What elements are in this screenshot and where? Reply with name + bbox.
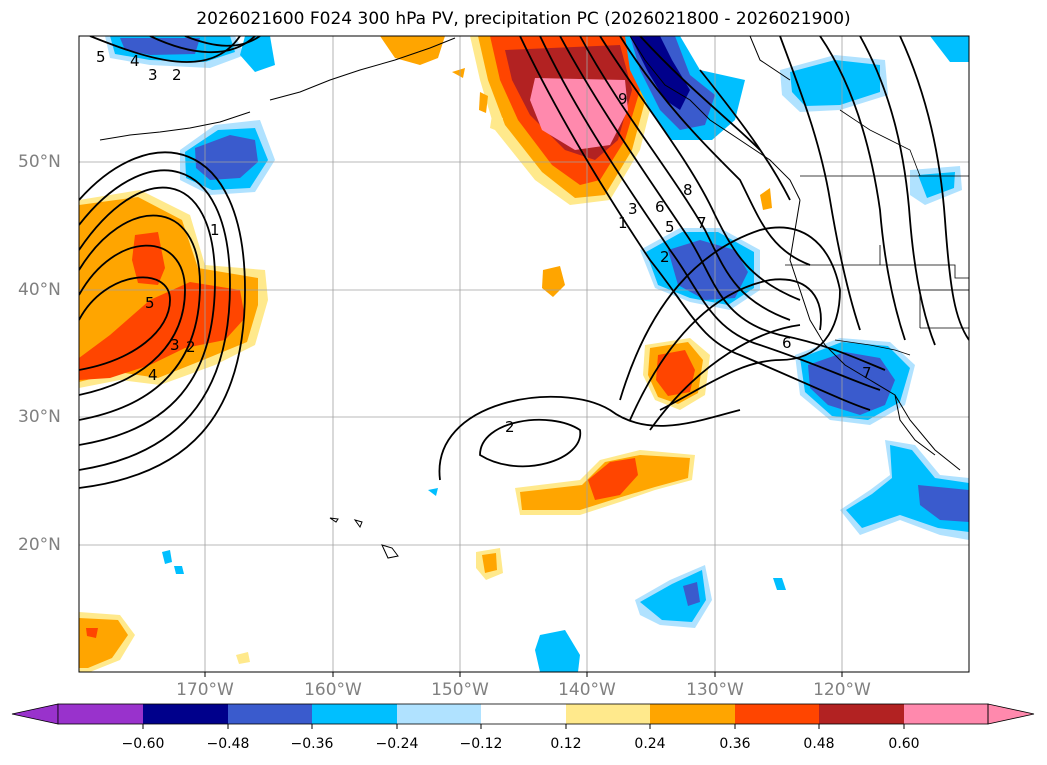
- contour-label: 3: [628, 200, 638, 218]
- lat-label-50n: 50°N: [18, 152, 61, 172]
- graticule: [79, 36, 969, 672]
- fill-gulf-alaska-pink: [530, 78, 628, 150]
- colorbar-extend-right: [987, 703, 1035, 725]
- contour-label: 3: [170, 336, 180, 354]
- fill-south-cold-sky: [535, 630, 580, 672]
- pv-contours: [79, 36, 969, 489]
- contour-label: 4: [148, 366, 158, 384]
- fill-west-redorange-2: [79, 282, 245, 380]
- colorbar-bin: [904, 704, 988, 724]
- lat-label-20n: 20°N: [18, 535, 61, 555]
- contour-label: 5: [96, 48, 106, 66]
- colorbar-tick-label: 0.12: [550, 736, 582, 752]
- colorbar-bin: [819, 704, 904, 724]
- colorbar-tick-label: −0.48: [206, 736, 250, 752]
- fill-small-warm-1: [542, 266, 565, 297]
- fill-topnw-warm: [380, 36, 445, 65]
- fill-small-cold-2: [174, 566, 184, 574]
- colorbar-bin: [143, 704, 228, 724]
- contour-label: 2: [660, 248, 670, 266]
- contour-label: 2: [186, 338, 196, 356]
- fill-mexico-cold-royal: [918, 485, 969, 522]
- colorbar-bin: [228, 704, 312, 724]
- fill-small-warm-2: [479, 92, 488, 113]
- fill-aleutian-cold-royal: [195, 135, 258, 180]
- colorbar-tick-label: −0.24: [375, 736, 419, 752]
- tick-marks: [204, 672, 843, 677]
- fill-small-warm-4: [452, 68, 465, 78]
- fill-small-cold-3: [773, 578, 786, 590]
- map-frame: [78, 35, 970, 673]
- lat-label-40n: 40°N: [18, 280, 61, 300]
- colorbar-tick-label: 0.48: [803, 736, 835, 752]
- lon-label-160w: 160°W: [304, 680, 362, 700]
- fill-topright-cold-sky: [790, 60, 880, 106]
- fill-small-cold-4: [428, 488, 438, 496]
- contour-label: 1: [210, 221, 220, 239]
- lon-label-170w: 170°W: [176, 680, 234, 700]
- lon-label-120w: 120°W: [813, 680, 871, 700]
- contour-label: 7: [862, 364, 872, 382]
- chart-title: 2026021600 F024 300 hPa PV, precipitatio…: [196, 9, 851, 29]
- colorbar-tick-label: 0.36: [719, 736, 751, 752]
- contour-label: 6: [782, 334, 792, 352]
- lat-label-30n: 30°N: [18, 407, 61, 427]
- lon-label-130w: 130°W: [686, 680, 744, 700]
- colorbar-frame: [57, 703, 989, 725]
- fill-central-cold-royal: [668, 240, 748, 300]
- colorbar-tick-label: 0.60: [888, 736, 920, 752]
- colorbar-bin: [312, 704, 397, 724]
- contour-label: 8: [683, 181, 693, 199]
- fill-se-cold-royal: [683, 582, 700, 606]
- contour-labels: 5 4 3 2 1 5 3 2 4 9 8 6 5 1 3 2 7 6 7 2: [96, 48, 872, 436]
- fill-small-warm-5: [760, 188, 772, 210]
- colorbar-bin: [650, 704, 735, 724]
- fill-topright-3-sky: [918, 172, 955, 198]
- contour-label: 5: [665, 218, 675, 236]
- colorbar-bin: [735, 704, 819, 724]
- fill-baja-cold-royal: [808, 352, 895, 415]
- lon-label-150w: 150°W: [431, 680, 489, 700]
- fill-bl-orange: [79, 618, 128, 668]
- fill-bl-redorange: [86, 628, 98, 638]
- fill-small-warm-8: [236, 652, 250, 664]
- colorbar-bin: [397, 704, 481, 724]
- colorbar-bin: [481, 704, 566, 724]
- contour-label: 1: [618, 214, 628, 232]
- contour-label: 2: [505, 418, 515, 436]
- fill-small-warm-3: [490, 115, 503, 132]
- contour-label: 5: [145, 294, 155, 312]
- colorbar: [11, 703, 1035, 729]
- fill-top-right-cold-sky: [240, 36, 275, 72]
- contour-label: 3: [148, 66, 158, 84]
- contour-label: 2: [172, 66, 182, 84]
- fill-small-cold-1: [162, 550, 172, 564]
- contour-label: 9: [618, 90, 628, 108]
- fill-top-left-cold-royal: [120, 38, 200, 55]
- fill-mid-redorange: [656, 350, 695, 396]
- lon-label-140w: 140°W: [558, 680, 616, 700]
- fill-small-warm-7: [482, 553, 497, 573]
- colorbar-bin: [58, 704, 143, 724]
- fill-topright-2: [930, 36, 969, 62]
- colorbar-bin: [566, 704, 650, 724]
- contour-label: 6: [655, 198, 665, 216]
- map-area: 5 4 3 2 1 5 3 2 4 9 8 6 5 1 3 2 7 6 7 2: [79, 36, 969, 672]
- colorbar-extend-left: [11, 703, 59, 725]
- colorbar-tick-label: 0.24: [634, 736, 666, 752]
- colorbar-tick-label: −0.36: [290, 736, 334, 752]
- borders: [785, 109, 969, 356]
- contour-label: 7: [697, 214, 707, 232]
- colorbar-tick-label: −0.12: [459, 736, 503, 752]
- fill-se-cold-sky: [640, 570, 706, 622]
- contour-label: 4: [130, 52, 140, 70]
- precip-fills: [79, 36, 969, 672]
- fill-south-redorange: [588, 458, 638, 500]
- colorbar-tick-label: −0.60: [121, 736, 165, 752]
